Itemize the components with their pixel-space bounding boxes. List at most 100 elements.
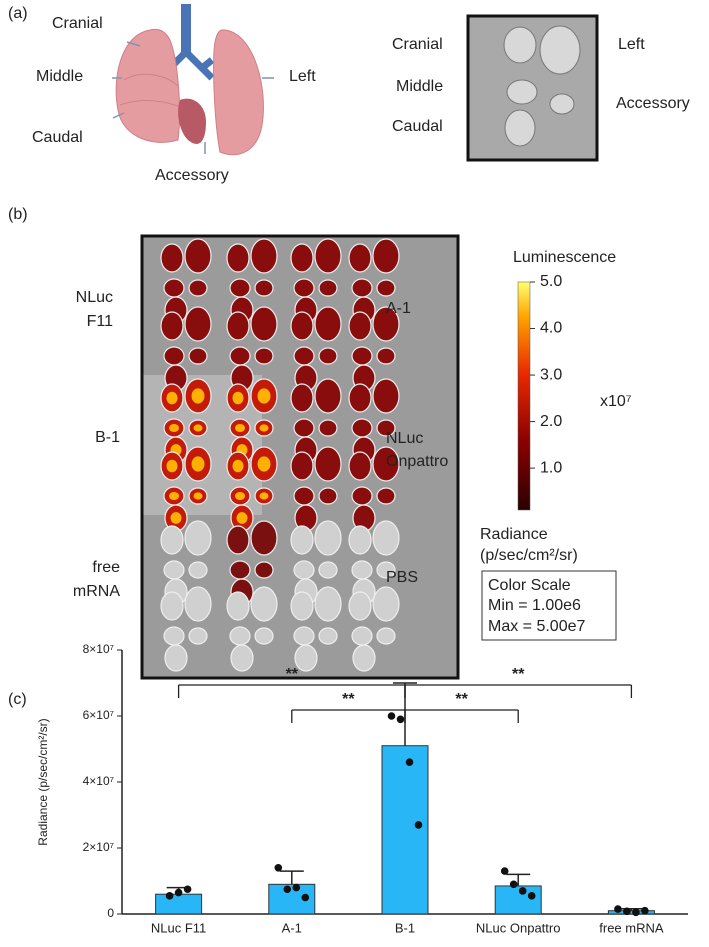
organ [314, 446, 342, 482]
hotspot [259, 492, 269, 500]
group-label: NLuc [76, 289, 113, 306]
scale-box-text: Color Scale [488, 577, 571, 594]
organ [229, 346, 251, 366]
data-point [174, 888, 183, 897]
organ-sets [160, 238, 400, 672]
organ [160, 243, 184, 273]
organ [290, 591, 314, 621]
organ [250, 306, 278, 342]
data-point [165, 892, 174, 900]
data-point [414, 821, 423, 829]
organ [226, 591, 250, 621]
organ [254, 279, 274, 297]
colorbar-tick-label: 4.0 [540, 320, 562, 337]
organ [351, 278, 373, 298]
organ [254, 627, 274, 645]
organ [294, 644, 318, 672]
organ [376, 419, 396, 437]
hotspot [193, 492, 203, 500]
colorbar-title: Luminescence [513, 249, 616, 266]
hotspot [169, 491, 179, 501]
group-label: PBS [386, 569, 418, 586]
x-tick-label: A-1 [282, 920, 302, 935]
colorbar-units: Radiance [480, 526, 548, 543]
organ [351, 346, 373, 366]
hotspot [193, 424, 203, 432]
organ [290, 451, 314, 481]
colorbar-tick-label: 1.0 [540, 459, 562, 476]
hotspot [170, 512, 182, 524]
colorbar-tick-label: 5.0 [540, 273, 562, 290]
photo-lobe [504, 109, 536, 147]
organ [293, 418, 315, 438]
y-tick-label: 4×10⁷ [83, 774, 114, 788]
hotspot [257, 456, 271, 472]
significance: ** [342, 691, 355, 708]
significance: ** [512, 666, 525, 683]
colorbar [517, 281, 531, 511]
organ [250, 520, 278, 556]
hotspot [232, 459, 244, 473]
organ [226, 525, 250, 555]
lobe-label: Accessory [616, 95, 690, 112]
x-tick-label: NLuc F11 [151, 920, 206, 935]
data-point [527, 892, 536, 900]
organ [188, 561, 208, 579]
organ [184, 520, 212, 556]
group-label: NLuc [386, 430, 423, 447]
hotspot [169, 423, 179, 433]
lung-illustration [112, 4, 274, 156]
colorbar-tick-label: 3.0 [540, 366, 562, 383]
y-tick-label: 2×10⁷ [83, 840, 114, 854]
photo-lobe [549, 93, 575, 115]
organ [184, 586, 212, 622]
bar [494, 885, 542, 915]
data-point [396, 715, 405, 724]
organ [376, 279, 396, 297]
organ [376, 487, 396, 505]
organ [163, 346, 185, 366]
organ [293, 560, 315, 580]
significance: ** [455, 691, 468, 708]
data-point [518, 887, 527, 895]
right-lung [115, 28, 181, 143]
data-point [301, 893, 310, 902]
photo-lobe [506, 79, 538, 105]
fissure [119, 73, 179, 107]
lobe-label: Cranial [52, 15, 103, 32]
organ [372, 378, 400, 414]
x-tick-label: B-1 [395, 920, 415, 935]
organ [348, 383, 372, 413]
group-label: free [92, 559, 120, 576]
lobe-label: Cranial [392, 36, 443, 53]
organ [348, 311, 372, 341]
organ [376, 627, 396, 645]
photo-lobes [503, 25, 581, 147]
organ [188, 347, 208, 365]
organ [318, 347, 338, 365]
organ [163, 278, 185, 298]
organ [372, 306, 400, 342]
hotspot [232, 391, 244, 405]
colorbar-units: (p/sec/cm²/sr) [480, 547, 578, 564]
organ [184, 306, 212, 342]
data-point [509, 880, 518, 889]
organ [160, 525, 184, 555]
hotspot [166, 459, 178, 473]
bar [381, 745, 429, 915]
scale-box [481, 570, 617, 641]
organ [163, 626, 185, 646]
panel-label: (c) [8, 691, 27, 708]
y-axis-label: Radiance (p/sec/cm²/sr) [36, 718, 50, 845]
organ [318, 279, 338, 297]
organ [318, 561, 338, 579]
trachea [181, 4, 191, 54]
organ [226, 311, 250, 341]
organ [229, 278, 251, 298]
organ [160, 311, 184, 341]
organ [164, 644, 188, 672]
data-point [500, 867, 509, 875]
y-tick-label: 0 [107, 906, 114, 920]
lobe-label: Left [289, 68, 316, 85]
